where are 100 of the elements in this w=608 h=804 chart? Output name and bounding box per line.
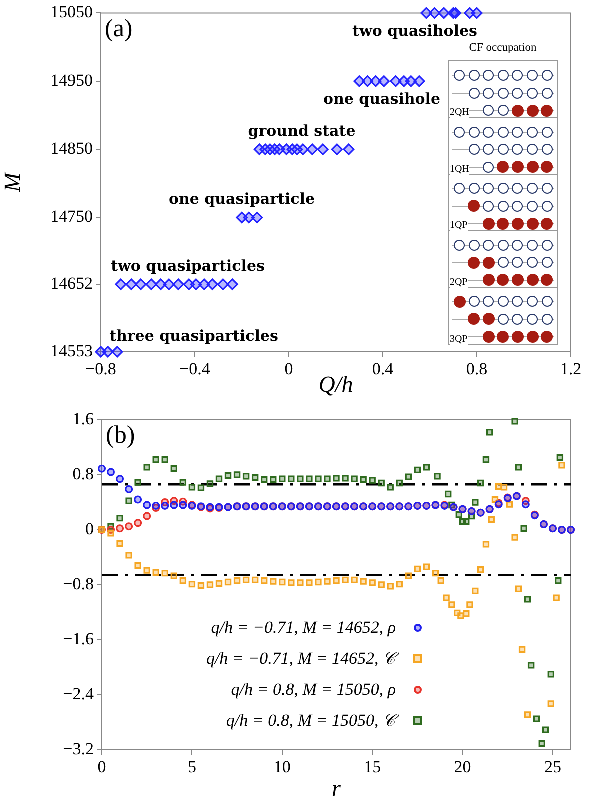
point <box>542 726 550 734</box>
point <box>198 484 205 492</box>
x-tick-label: 25 <box>544 758 562 777</box>
point <box>396 580 403 588</box>
point <box>463 518 470 526</box>
point <box>162 570 168 577</box>
point <box>252 474 259 482</box>
point <box>297 476 304 482</box>
point <box>306 580 313 586</box>
point <box>152 569 160 576</box>
point <box>315 578 322 586</box>
point <box>434 473 441 480</box>
point <box>315 476 322 482</box>
point <box>324 578 331 585</box>
point <box>522 500 530 509</box>
point <box>144 567 150 574</box>
point <box>152 502 160 510</box>
point <box>163 278 175 290</box>
point <box>448 602 456 608</box>
point <box>234 578 241 584</box>
point <box>405 572 412 580</box>
y-tick-label: 14850 <box>50 139 93 158</box>
x-tick-label: 0 <box>98 758 106 777</box>
point <box>242 473 250 480</box>
point <box>261 476 268 484</box>
point <box>170 572 178 580</box>
point <box>216 580 223 587</box>
point <box>477 566 484 574</box>
point <box>206 582 214 588</box>
point <box>115 278 127 290</box>
point <box>486 429 494 436</box>
point <box>369 477 376 484</box>
point <box>428 7 440 19</box>
point <box>333 475 340 482</box>
point <box>112 346 124 358</box>
chart-title: (a) <box>105 15 133 42</box>
point <box>324 476 331 482</box>
point <box>500 484 508 491</box>
point <box>306 476 313 482</box>
point <box>556 454 564 462</box>
x-tick-label: 10 <box>274 758 291 777</box>
point <box>553 594 560 602</box>
point <box>443 594 450 602</box>
point <box>162 456 168 464</box>
point <box>533 716 540 722</box>
point <box>179 501 188 510</box>
x-axis-title: Q/h <box>318 372 354 398</box>
point <box>477 480 484 487</box>
point <box>134 562 142 570</box>
point <box>456 512 463 518</box>
point <box>306 144 318 156</box>
annotation: 1QP <box>450 220 468 232</box>
point <box>548 671 555 678</box>
y-tick-label: −0.8 <box>63 574 94 594</box>
point <box>134 519 142 528</box>
y-axis-title: M <box>0 171 25 194</box>
point <box>216 476 223 482</box>
point <box>206 278 218 290</box>
point <box>438 7 450 19</box>
annotation: three quasiparticles <box>110 326 278 345</box>
point <box>555 578 562 584</box>
point <box>152 456 160 464</box>
point <box>512 534 518 541</box>
point <box>170 465 178 472</box>
x-tick-label: 0.4 <box>372 360 394 379</box>
point <box>472 588 479 595</box>
point <box>528 662 535 669</box>
point <box>188 484 196 491</box>
point <box>343 144 355 156</box>
point <box>351 476 358 482</box>
point <box>423 464 430 471</box>
point <box>270 476 277 484</box>
legend-label: q/h = 0.8, M = 15050, ρ <box>231 680 396 700</box>
point <box>515 464 522 471</box>
annotation: 2QP <box>450 276 468 288</box>
point <box>362 76 374 88</box>
annotation: one quasihole <box>323 90 441 108</box>
point <box>134 479 142 486</box>
y-tick-label: 14950 <box>50 70 93 90</box>
point <box>390 76 402 88</box>
x-tick-label: −0.4 <box>180 360 211 379</box>
point <box>224 578 232 586</box>
point <box>279 476 286 482</box>
point <box>414 466 422 474</box>
point <box>217 278 229 290</box>
x-tick-label: 20 <box>454 758 472 777</box>
point <box>414 566 422 573</box>
point <box>438 578 444 584</box>
y-tick-label: 0 <box>86 519 94 538</box>
point <box>360 578 367 585</box>
y-tick-label: −1.6 <box>63 629 94 648</box>
x-tick-label: 0.8 <box>466 360 488 379</box>
y-tick-label: 0.8 <box>72 464 94 484</box>
annotation: CF occupation <box>468 42 538 54</box>
point <box>288 580 295 586</box>
point <box>342 475 349 482</box>
annotation: 2QH <box>450 107 470 118</box>
point <box>279 578 286 586</box>
point <box>297 580 304 586</box>
point <box>155 278 167 290</box>
